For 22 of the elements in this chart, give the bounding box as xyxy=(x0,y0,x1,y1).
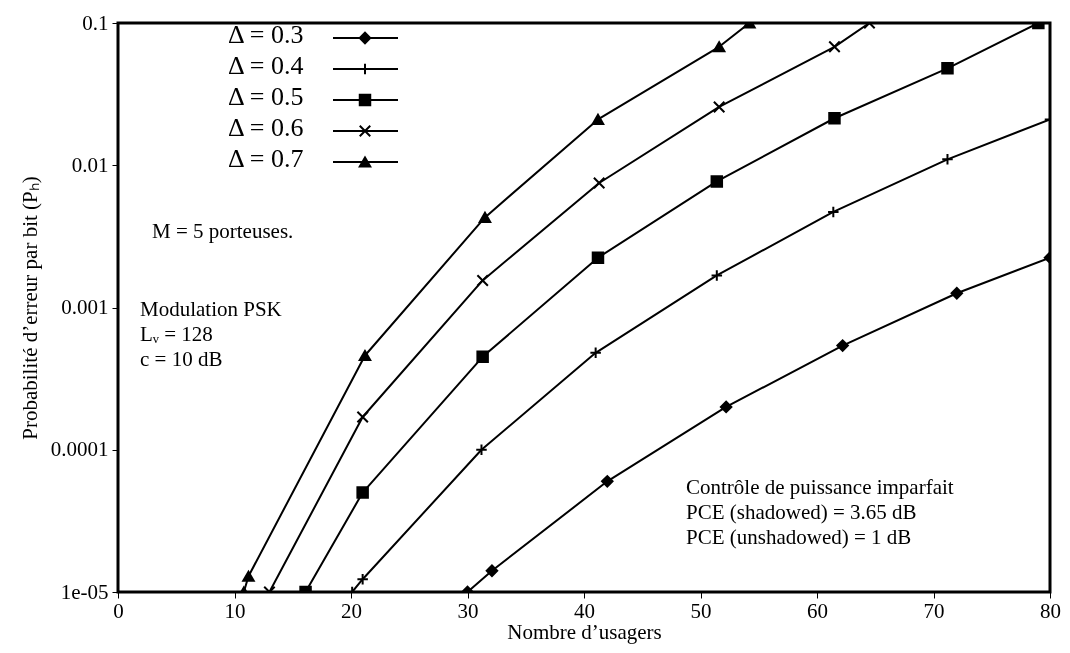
annotation: Modulation PSK Lᵥ = 128 c = 10 dB xyxy=(140,297,282,371)
x-tick-label: 30 xyxy=(457,598,479,623)
legend-label: Δ = 0.5 xyxy=(228,82,304,111)
legend-label: Δ = 0.3 xyxy=(228,20,304,49)
x-tick-label: 50 xyxy=(690,598,712,623)
x-tick-label: 70 xyxy=(923,598,945,623)
x-tick-label: 10 xyxy=(224,598,246,623)
y-tick-label: 0.001 xyxy=(61,295,109,319)
x-tick-label: 0 xyxy=(113,598,124,623)
x-tick-label: 20 xyxy=(341,598,362,623)
x-tick-label: 80 xyxy=(1040,598,1061,623)
y-axis-title: Probabilité d’erreur par bit (Pₕ) xyxy=(17,176,42,440)
legend-label: Δ = 0.4 xyxy=(228,51,304,80)
legend-label: Δ = 0.7 xyxy=(228,144,304,173)
y-tick-label: 0.01 xyxy=(71,152,109,177)
y-tick-label: 0.1 xyxy=(82,10,109,35)
annotation: M = 5 porteuses. xyxy=(152,219,294,243)
y-tick-label: 0.0001 xyxy=(50,437,109,462)
annotation: Contrôle de puissance imparfait PCE (shadowed) = 3.65 dB PCE (unshadowed) = 1 dB xyxy=(686,475,954,549)
y-tick-label: 1e-05 xyxy=(60,579,109,604)
x-tick-label: 60 xyxy=(807,598,828,623)
legend-label: Δ = 0.6 xyxy=(228,113,304,142)
